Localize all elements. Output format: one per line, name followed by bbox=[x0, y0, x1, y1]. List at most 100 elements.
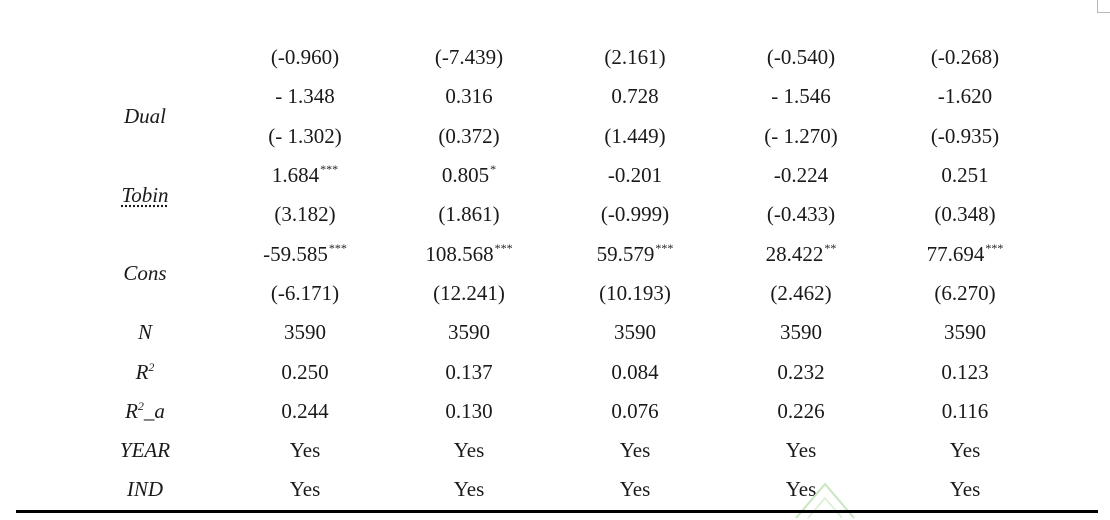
table-cell: Yes bbox=[415, 431, 523, 470]
cell-value: 0.728 bbox=[611, 84, 659, 109]
table-cell: (2.462) bbox=[747, 274, 855, 313]
table-cell: 0.084 bbox=[523, 352, 747, 391]
cell-value: Yes bbox=[619, 438, 651, 463]
table-cell: (0.372) bbox=[415, 117, 523, 156]
cell-value: (- 1.302) bbox=[268, 123, 342, 148]
table-cell: 0.250 bbox=[195, 352, 415, 391]
cell-value: (-0.433) bbox=[766, 202, 836, 227]
table-cell: Yes bbox=[855, 470, 1075, 509]
variable-label-r2-a: R2_a bbox=[125, 399, 165, 424]
table-cell: 0.076 bbox=[523, 392, 747, 431]
table-row: Dual - 1.348 0.316 0.728 - 1.546 -1.620 bbox=[95, 77, 1075, 128]
cell-value: 0.232 bbox=[777, 359, 825, 384]
table-cell: (10.193) bbox=[523, 274, 747, 313]
table-cell: Yes bbox=[415, 470, 523, 509]
table-cell: -1.620 bbox=[855, 77, 1075, 116]
variable-label-tobin: Tobin bbox=[121, 182, 169, 207]
table-row: Cons -59.585*** 108.568*** 59.579*** 28.… bbox=[95, 234, 1075, 286]
table-cell: (3.182) bbox=[195, 195, 415, 234]
table-cell: 28.422** bbox=[747, 234, 855, 273]
table-cell: 0.130 bbox=[415, 392, 523, 431]
variable-cell: YEAR bbox=[95, 431, 195, 470]
variable-cell bbox=[95, 38, 195, 77]
table-cell: 0.251 bbox=[855, 156, 1075, 195]
table-bottom-rule bbox=[16, 510, 1098, 513]
table-cell: 1.684*** bbox=[195, 156, 415, 195]
significance-stars: * bbox=[490, 162, 497, 177]
significance-stars: *** bbox=[985, 240, 1004, 255]
table-cell: -59.585*** bbox=[195, 234, 415, 273]
cell-value: 0.130 bbox=[445, 398, 493, 423]
cell-value: (2.161) bbox=[604, 45, 666, 70]
table-cell: Yes bbox=[195, 431, 415, 470]
cell-value: 77.694 bbox=[926, 241, 985, 266]
cell-value: 0.123 bbox=[941, 359, 989, 384]
table-row: (3.182) (1.861) (-0.999) (-0.433) (0.348… bbox=[95, 195, 1075, 234]
cell-value: (0.348) bbox=[934, 202, 996, 227]
cell-value: (10.193) bbox=[599, 280, 671, 305]
cell-value: 108.568 bbox=[425, 241, 494, 266]
cell-value: (3.182) bbox=[274, 202, 336, 227]
cell-value: (-0.268) bbox=[930, 45, 1000, 70]
cell-value: 0.244 bbox=[281, 398, 329, 423]
table-cell: 3590 bbox=[415, 313, 523, 352]
cell-value: 3590 bbox=[448, 320, 490, 345]
regression-table: (-0.960) (-7.439) (2.161) (-0.540) (-0.2… bbox=[95, 38, 1075, 510]
table-cell: (12.241) bbox=[415, 274, 523, 313]
cell-value: 0.116 bbox=[941, 398, 989, 423]
cell-value: -59.585 bbox=[263, 241, 328, 266]
cell-value: (-0.999) bbox=[600, 202, 670, 227]
variable-symbol: R bbox=[135, 359, 149, 384]
cell-value: Yes bbox=[949, 477, 981, 502]
table-cell: 0.123 bbox=[855, 352, 1075, 391]
cell-value: (0.372) bbox=[438, 123, 500, 148]
table-cell: (1.861) bbox=[415, 195, 523, 234]
cell-value: -0.224 bbox=[773, 163, 829, 188]
table-cell: (0.348) bbox=[855, 195, 1075, 234]
table-cell: (-7.439) bbox=[415, 38, 523, 77]
cell-value: 0.250 bbox=[281, 359, 329, 384]
variable-label-r2: R2 bbox=[136, 360, 155, 385]
table-cell: 59.579*** bbox=[523, 234, 747, 273]
cell-value: (1.861) bbox=[438, 202, 500, 227]
cell-value: (-0.540) bbox=[766, 45, 836, 70]
significance-stars: *** bbox=[655, 240, 674, 255]
significance-stars: *** bbox=[328, 240, 347, 255]
table-cell: (-0.268) bbox=[855, 38, 1075, 77]
variable-cell: Dual bbox=[95, 77, 195, 156]
variable-superscript: 2 bbox=[148, 359, 155, 374]
cell-value: 0.316 bbox=[445, 84, 493, 109]
table-row: (- 1.302) (0.372) (1.449) (- 1.270) (-0.… bbox=[95, 117, 1075, 156]
table-cell: (2.161) bbox=[523, 38, 747, 77]
table-cell: 0.226 bbox=[747, 392, 855, 431]
variable-superscript: 2 bbox=[137, 398, 144, 413]
table-row: R2 0.250 0.137 0.084 0.232 0.123 bbox=[95, 352, 1075, 391]
table-row: (-0.960) (-7.439) (2.161) (-0.540) (-0.2… bbox=[95, 38, 1075, 77]
table-cell: Yes bbox=[747, 431, 855, 470]
table-cell: 108.568*** bbox=[415, 234, 523, 273]
table-cell: 0.316 bbox=[415, 77, 523, 116]
variable-label-year: YEAR bbox=[119, 438, 171, 463]
cell-value: Yes bbox=[785, 477, 817, 502]
watermark-logo-icon bbox=[795, 482, 855, 519]
cell-value: (-6.171) bbox=[270, 280, 340, 305]
cell-value: (-0.935) bbox=[930, 123, 1000, 148]
table-cell: 0.728 bbox=[523, 77, 747, 116]
significance-stars: *** bbox=[320, 162, 339, 177]
cell-value: 59.579 bbox=[596, 241, 655, 266]
variable-label-n: N bbox=[137, 320, 152, 345]
table-row: R2_a 0.244 0.130 0.076 0.226 0.116 bbox=[95, 392, 1075, 431]
table-cell: 0.232 bbox=[747, 352, 855, 391]
variable-cell: R2 bbox=[95, 352, 195, 391]
significance-stars: *** bbox=[494, 240, 513, 255]
variable-cell: N bbox=[95, 313, 195, 352]
table-cell: 0.244 bbox=[195, 392, 415, 431]
table-cell: (1.449) bbox=[523, 117, 747, 156]
cell-value: Yes bbox=[949, 438, 981, 463]
cell-value: (6.270) bbox=[934, 280, 996, 305]
variable-symbol: R bbox=[125, 398, 138, 423]
variable-cell: R2_a bbox=[95, 392, 195, 431]
table-cell: - 1.348 bbox=[195, 77, 415, 116]
page-corner-mark bbox=[1097, 0, 1110, 13]
table-cell: (6.270) bbox=[855, 274, 1075, 313]
